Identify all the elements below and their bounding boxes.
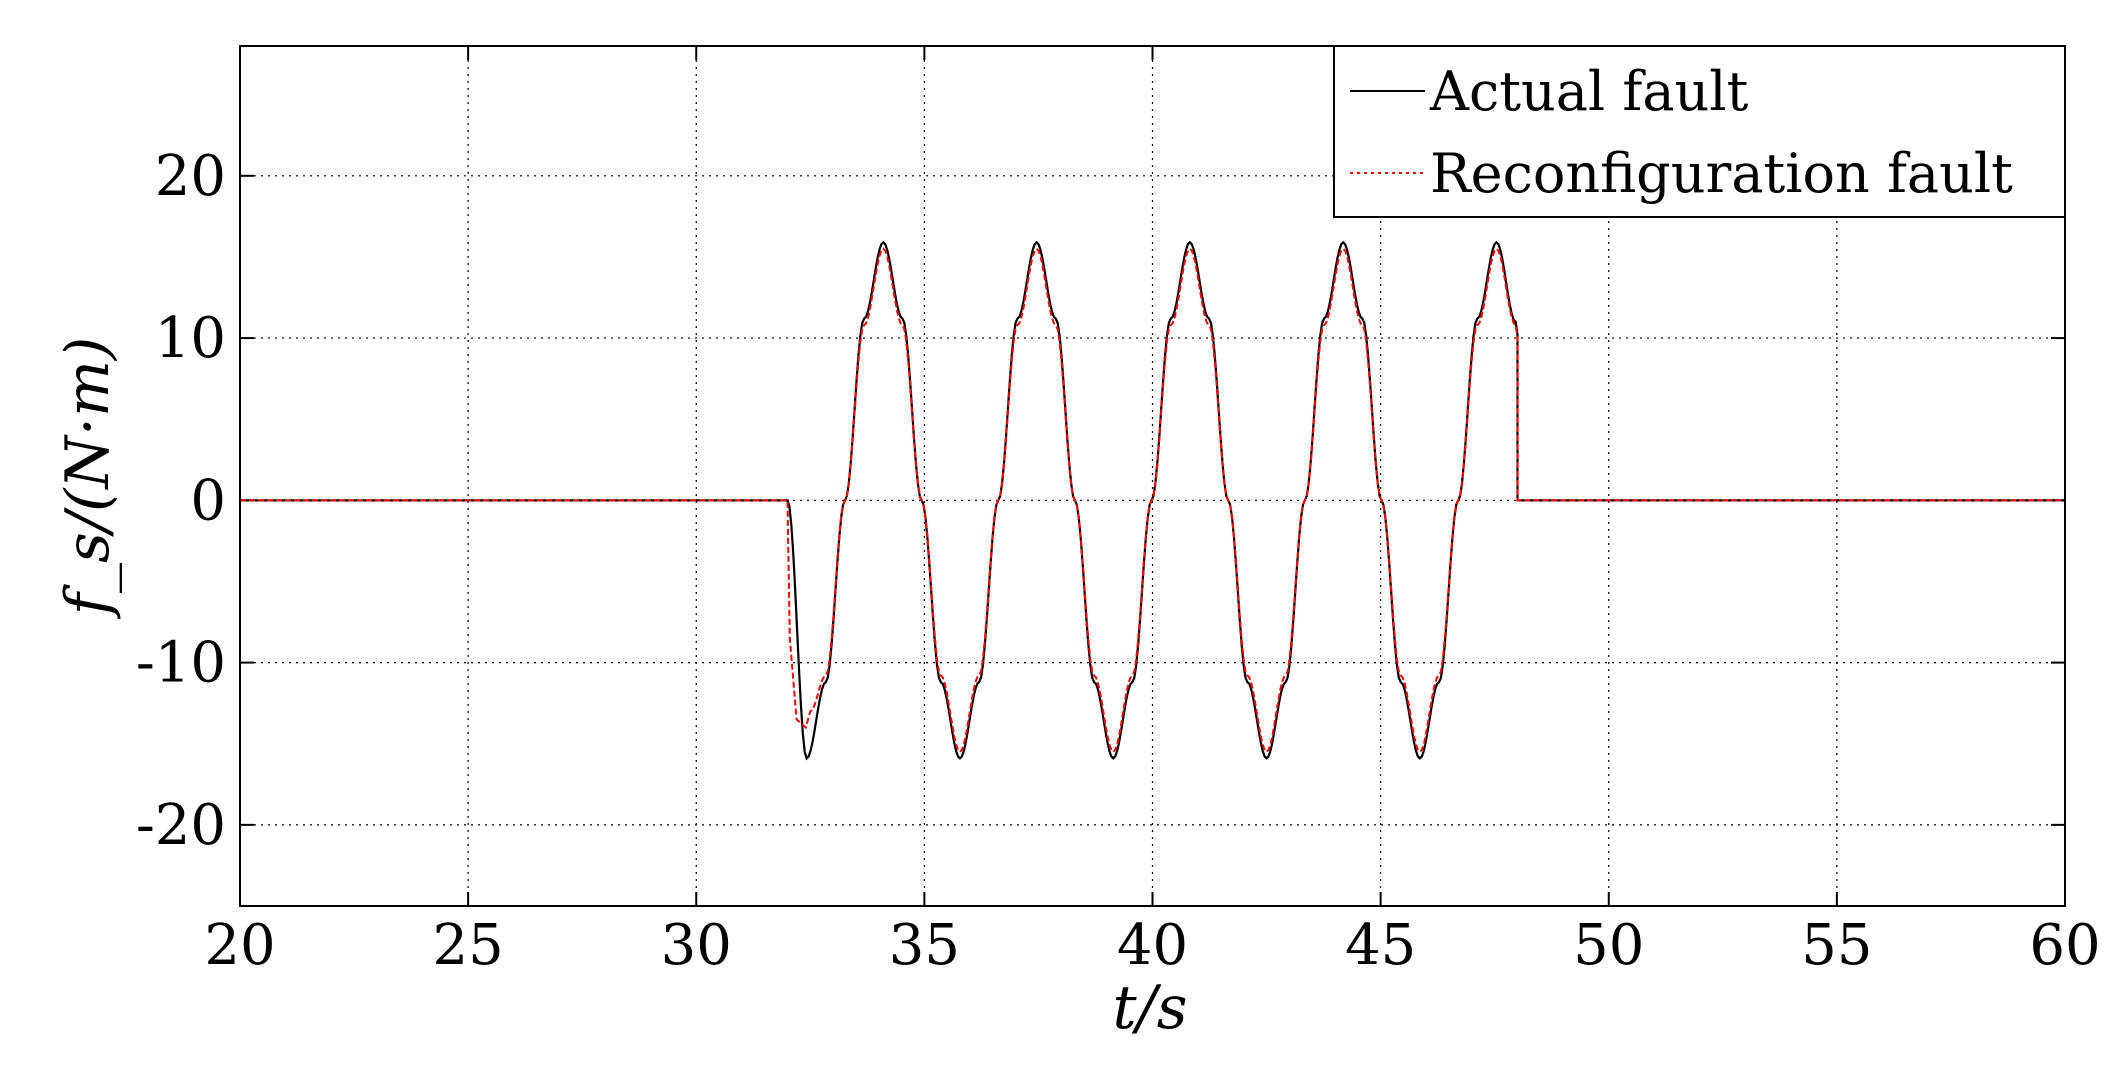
tick-labels: 20 25 30 35 40 45 50 55 60 -20 -10 0 10 20 [136,144,2101,978]
legend-label-actual-fault: Actual fault [1429,60,1749,123]
series [240,240,2065,761]
y-tick-label: 20 [155,144,226,209]
x-tick-label: 35 [889,913,960,978]
x-tick-label: 45 [1345,913,1416,978]
x-tick-label: 30 [661,913,732,978]
y-tick-label: -20 [136,793,226,858]
y-axis-label: f_s/(N·m) [53,337,123,620]
x-tick-label: 60 [2029,913,2100,978]
y-tick-label: 10 [155,306,226,371]
legend: Actual fault Reconfiguration fault [1333,45,2066,218]
legend-box [1333,45,2066,218]
x-tick-label: 55 [1801,913,1872,978]
series-line-reconfiguration-fault [240,247,2065,754]
x-tick-label: 25 [432,913,503,978]
plot-frame [239,45,2066,907]
y-tick-label: 0 [190,468,226,533]
x-axis-label: t/s [1112,973,1187,1043]
x-tick-label: 40 [1117,913,1188,978]
legend-label-reconfiguration-fault: Reconfiguration fault [1430,142,2013,205]
x-tick-label: 20 [204,913,275,978]
y-tick-label: -10 [136,631,226,696]
x-tick-label: 50 [1573,913,1644,978]
